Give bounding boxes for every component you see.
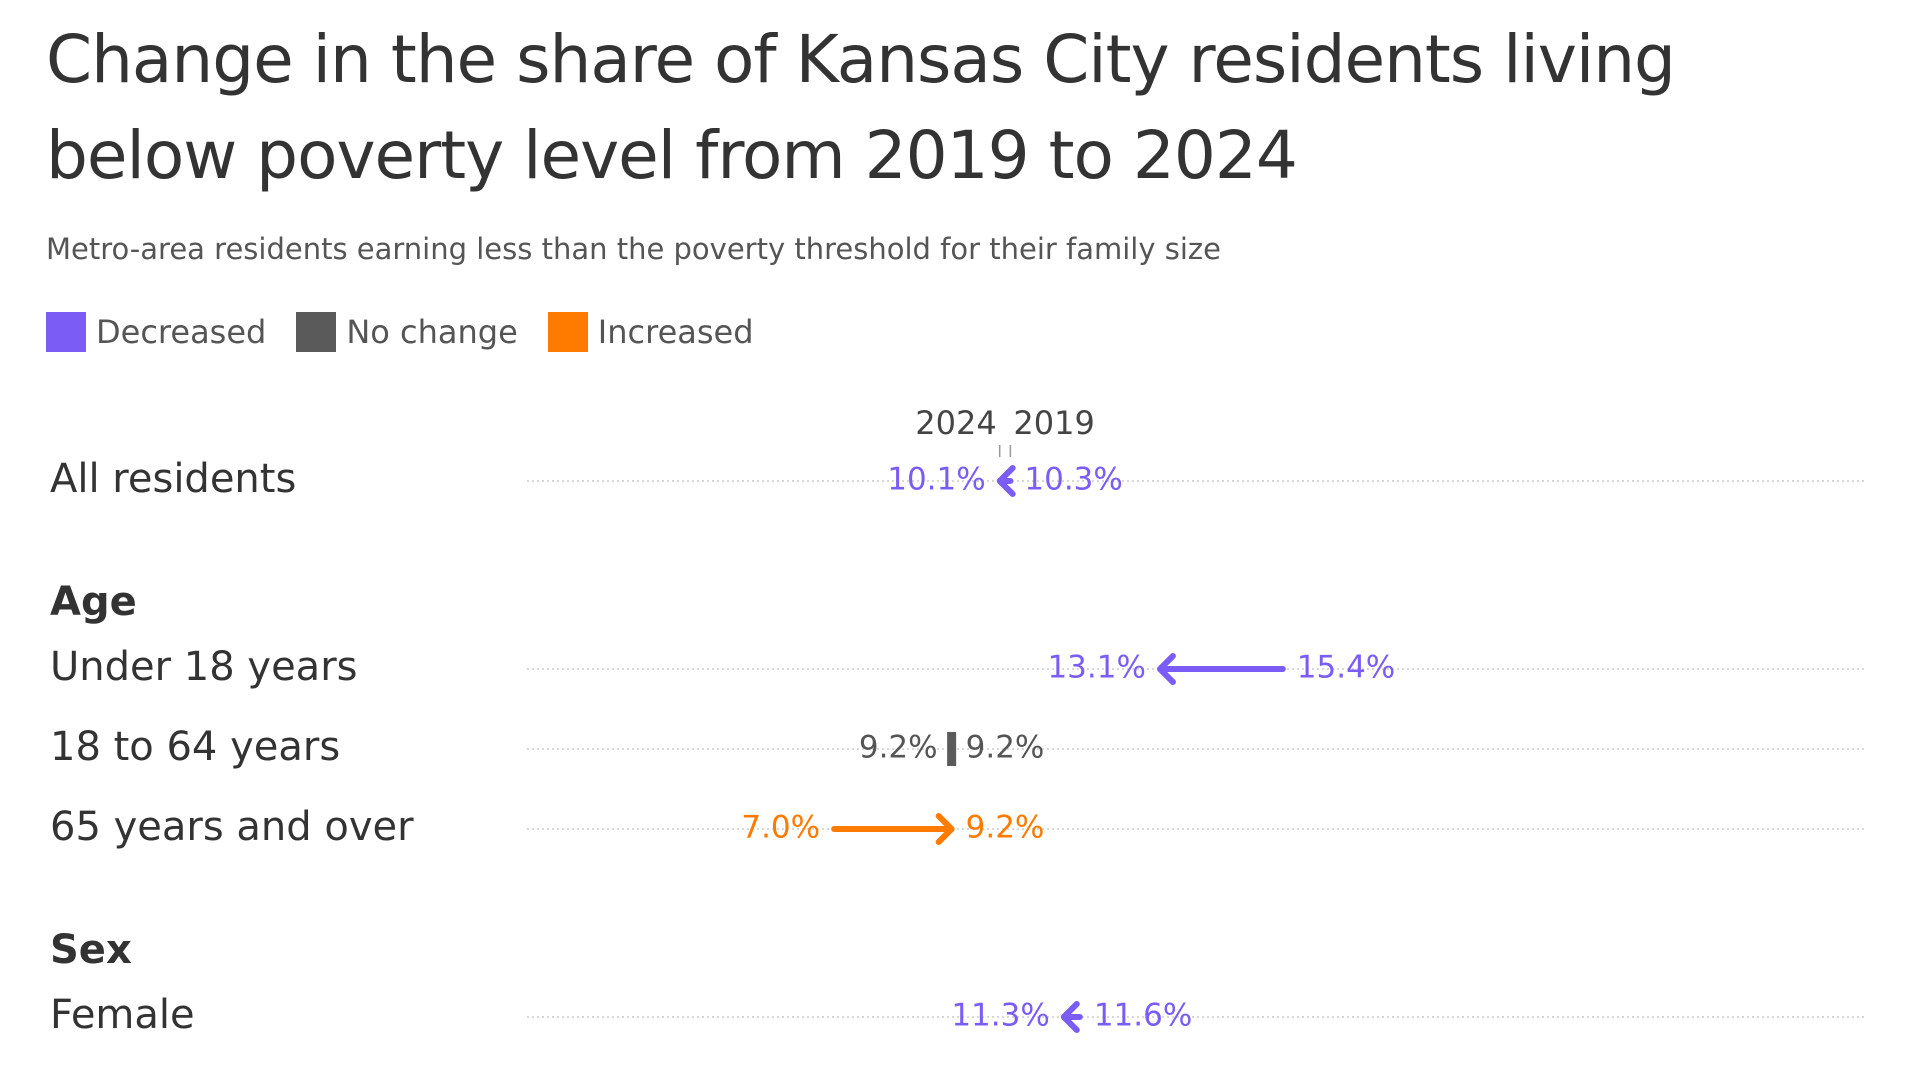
series-header: 2019 — [1013, 404, 1094, 442]
legend-label: Decreased — [96, 313, 267, 351]
value-label: 11.6% — [1094, 998, 1192, 1034]
value-label: 9.2% — [966, 810, 1045, 846]
legend-swatch — [296, 312, 337, 352]
legend-label: Increased — [597, 313, 754, 351]
group-title: Age — [50, 579, 137, 625]
chart-title: Change in the share of Kansas City resid… — [46, 21, 1676, 194]
category-label: Under 18 years — [50, 644, 357, 690]
legend-swatch — [547, 312, 588, 352]
value-label: 10.1% — [887, 462, 985, 498]
category-label: All residents — [50, 456, 296, 502]
legend-item: Increased — [547, 312, 754, 352]
category-label: 65 years and over — [50, 804, 414, 850]
value-label: 7.0% — [741, 810, 820, 846]
value-label: 10.3% — [1024, 462, 1122, 498]
legend: Decreased No change Increased — [46, 312, 754, 352]
value-label: 11.3% — [951, 998, 1049, 1034]
arrow-head — [935, 813, 955, 845]
legend-item: No change — [296, 312, 518, 352]
value-label: 15.4% — [1297, 650, 1395, 686]
chart-subtitle: Metro-area residents earning less than t… — [46, 232, 1221, 266]
category-label: 18 to 64 years — [50, 724, 340, 770]
value-label: 13.1% — [1047, 650, 1145, 686]
legend-item: Decreased — [46, 312, 266, 352]
arrow-head — [1060, 1001, 1080, 1033]
category-label: Female — [50, 992, 195, 1038]
arrow-head — [996, 465, 1016, 497]
group-title: Sex — [50, 927, 132, 973]
value-label: 9.2% — [859, 730, 938, 766]
legend-label: No change — [346, 313, 518, 351]
legend-swatch — [46, 312, 86, 352]
arrow-head — [1156, 653, 1176, 685]
series-header: 2024 — [915, 404, 996, 442]
value-label: 9.2% — [966, 730, 1045, 766]
